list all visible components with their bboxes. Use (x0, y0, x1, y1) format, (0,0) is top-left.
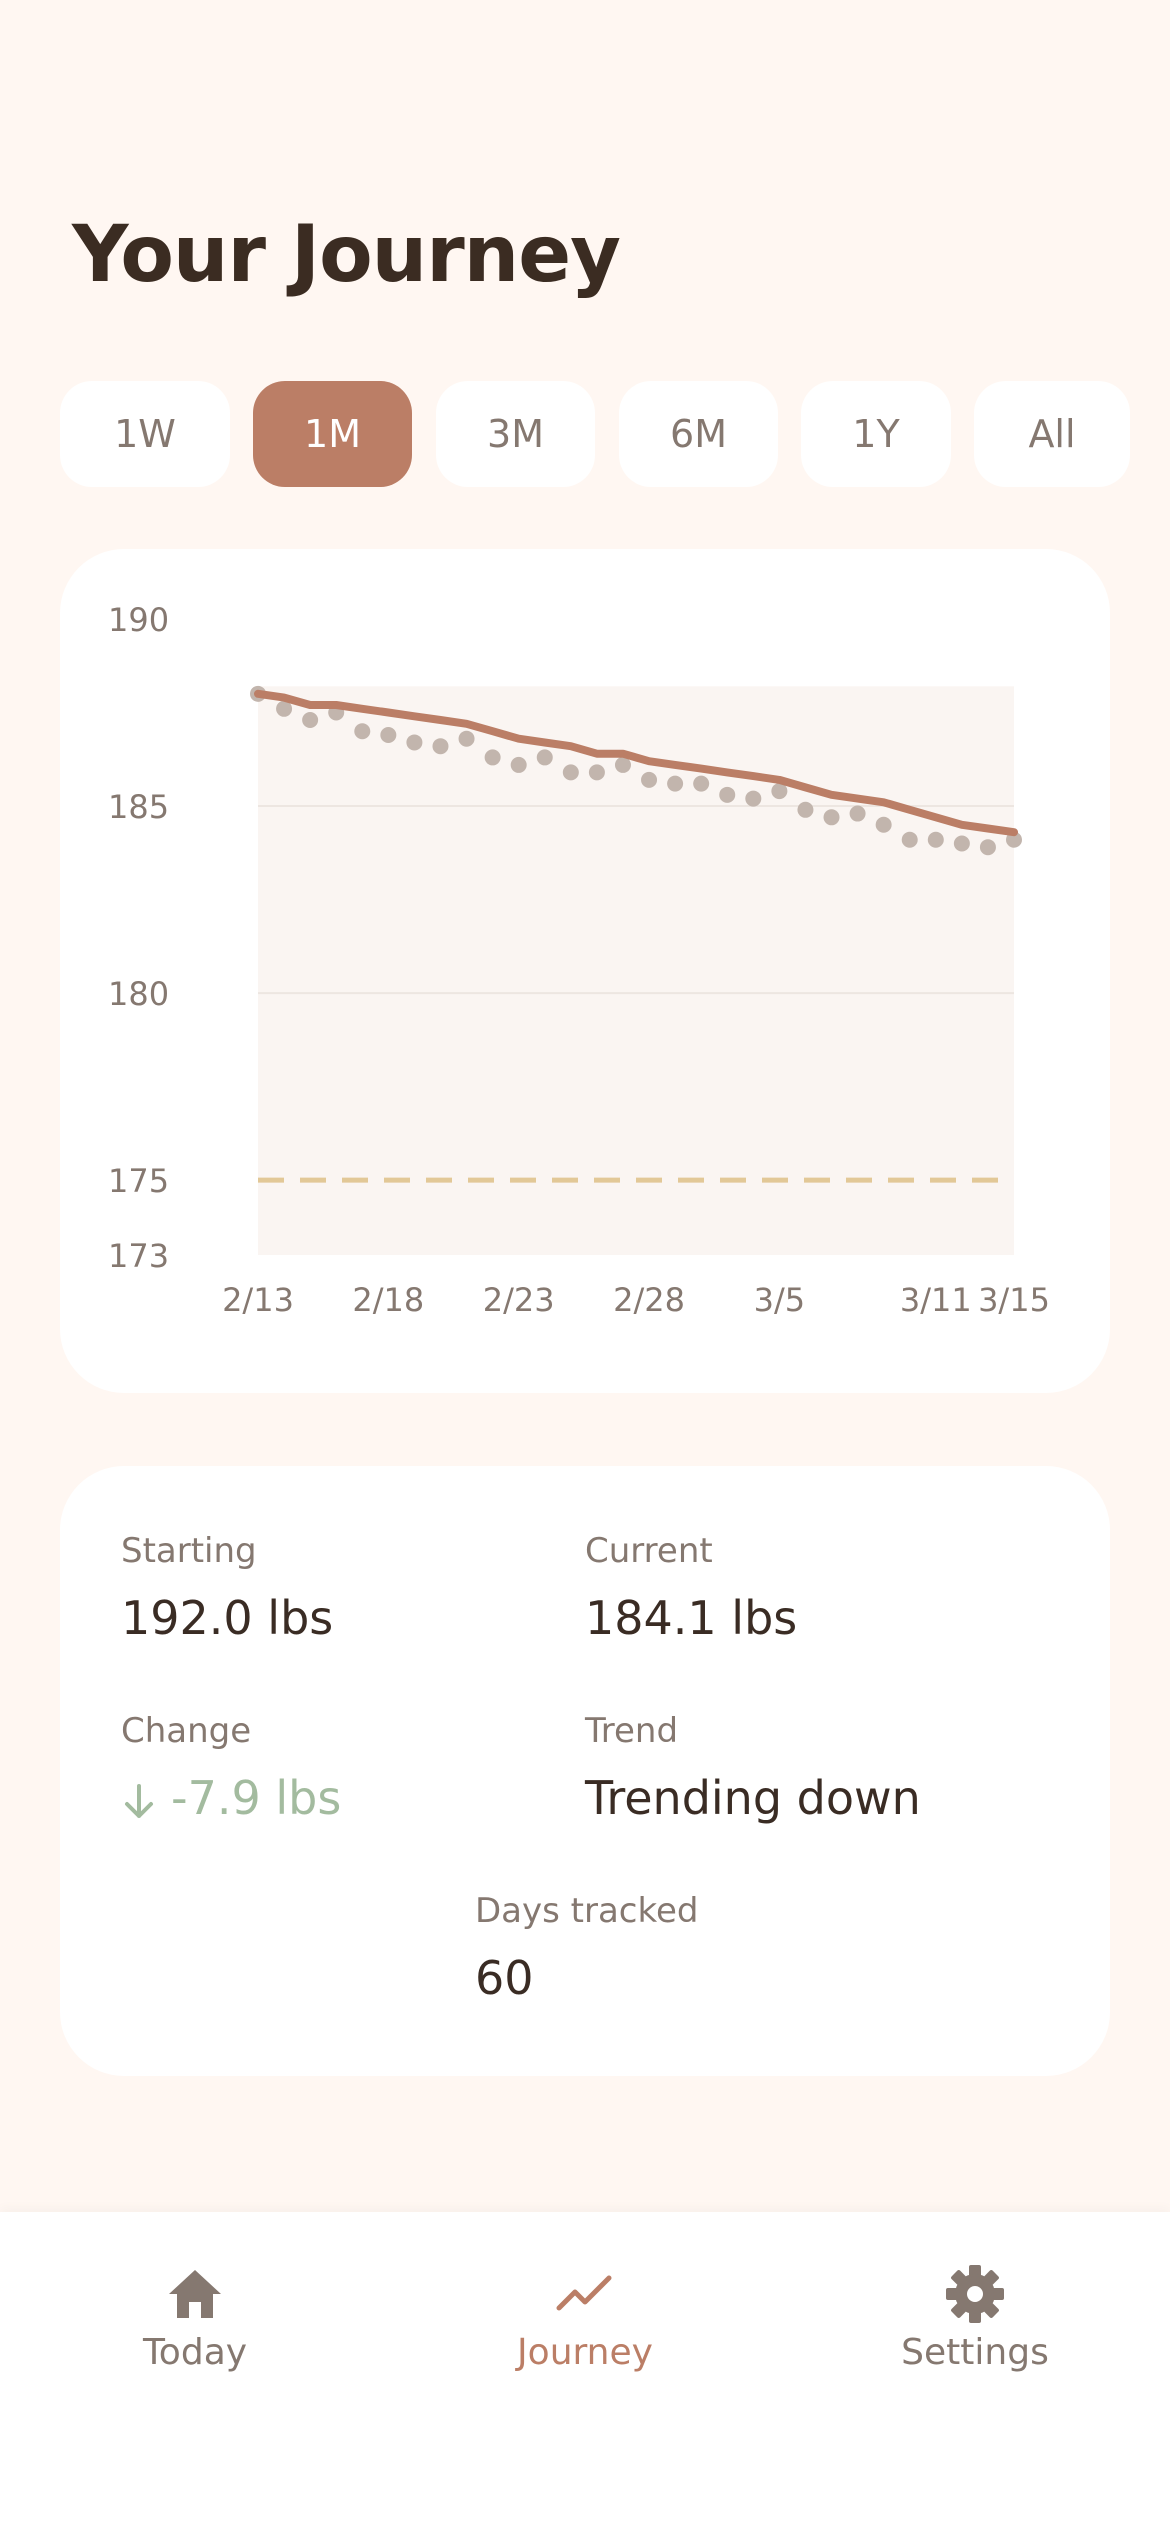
starting-label: Starting (121, 1531, 257, 1571)
gear-icon (946, 2265, 1004, 2323)
x-tick-label: 2/28 (613, 1281, 685, 1319)
range-1w-button[interactable]: 1W (60, 381, 230, 487)
x-tick-label: 2/23 (483, 1281, 555, 1319)
trend-value: Trending down (585, 1771, 921, 1825)
data-point (901, 831, 918, 848)
x-tick-label: 3/15 (978, 1281, 1050, 1319)
data-point (797, 801, 814, 818)
data-point (276, 700, 293, 717)
y-tick-label: 180 (108, 975, 169, 1013)
data-point (614, 756, 631, 773)
data-point (484, 749, 501, 766)
data-point (354, 723, 371, 740)
nav-item-settings[interactable]: Settings (855, 2262, 1095, 2373)
data-point (380, 726, 397, 743)
nav-item-journey[interactable]: Journey (465, 2262, 705, 2373)
trend-label: Trend (585, 1711, 679, 1751)
data-point (302, 712, 319, 729)
stat-starting: Starting 192.0 lbs (121, 1531, 333, 1645)
weight-chart-card: 190 185 180 175 173 2/13 2/18 2/23 2/28 3/5 3/11 3/… (60, 549, 1110, 1393)
trend-icon (556, 2275, 612, 2311)
bottom-nav: Today Journey Settings (0, 2212, 1170, 2532)
stats-card: Starting 192.0 lbs Current 184.1 lbs Cha… (60, 1466, 1110, 2076)
data-point (693, 775, 710, 792)
data-point (432, 738, 449, 755)
data-point (927, 831, 944, 848)
current-label: Current (585, 1531, 713, 1571)
data-point (536, 749, 553, 766)
arrow-down-icon (125, 1783, 153, 1818)
starting-value: 192.0 lbs (121, 1591, 334, 1645)
data-point (719, 786, 736, 803)
nav-label-today: Today (142, 2332, 248, 2373)
range-6m-button[interactable]: 6M (619, 381, 778, 487)
range-1m-button[interactable]: 1M (253, 381, 412, 487)
home-icon (169, 2270, 221, 2318)
y-tick-label: 173 (108, 1237, 169, 1275)
data-point (406, 734, 423, 751)
data-point (667, 775, 684, 792)
change-value: -7.9 lbs (171, 1771, 342, 1825)
days-tracked-value: 60 (475, 1951, 534, 2005)
range-selector: 1W 1M 3M 6M 1Y All (60, 381, 1130, 487)
data-point (875, 816, 892, 833)
x-tick-label: 3/11 (900, 1281, 972, 1319)
range-1y-button[interactable]: 1Y (801, 381, 951, 487)
stat-trend: Trend Trending down (585, 1711, 921, 1825)
days-tracked-label: Days tracked (475, 1891, 699, 1931)
data-point (849, 805, 866, 822)
data-point (458, 730, 475, 747)
data-point (979, 839, 996, 856)
stat-days-tracked: Days tracked 60 (475, 1891, 698, 2005)
data-point (510, 756, 527, 773)
change-value-row: -7.9 lbs (121, 1771, 341, 1825)
data-point (823, 809, 840, 826)
data-point (562, 764, 579, 781)
data-point (641, 771, 658, 788)
range-3m-button[interactable]: 3M (436, 381, 595, 487)
data-point (771, 783, 788, 800)
nav-item-today[interactable]: Today (75, 2262, 315, 2373)
data-point (745, 790, 762, 807)
nav-label-settings: Settings (901, 2332, 1049, 2373)
weight-chart: 190 185 180 175 173 2/13 2/18 2/23 2/28 3/5 3/11 3/… (108, 601, 1050, 1319)
range-all-button[interactable]: All (974, 381, 1130, 487)
x-tick-label: 2/13 (222, 1281, 294, 1319)
stat-change: Change -7.9 lbs (121, 1711, 341, 1825)
y-tick-label: 185 (108, 788, 169, 826)
y-tick-label: 190 (108, 601, 169, 639)
data-point (1006, 831, 1022, 848)
trend-line (254, 689, 1018, 837)
plot-area (258, 686, 1014, 1255)
stat-current: Current 184.1 lbs (585, 1531, 797, 1645)
y-tick-label: 175 (108, 1162, 169, 1200)
change-label: Change (121, 1711, 252, 1751)
nav-label-journey: Journey (517, 2332, 653, 2373)
data-point (588, 764, 605, 781)
data-point (953, 835, 970, 852)
current-value: 184.1 lbs (585, 1591, 798, 1645)
x-tick-label: 3/5 (754, 1281, 806, 1319)
page-title: Your Journey (72, 210, 621, 300)
x-tick-label: 2/18 (352, 1281, 424, 1319)
